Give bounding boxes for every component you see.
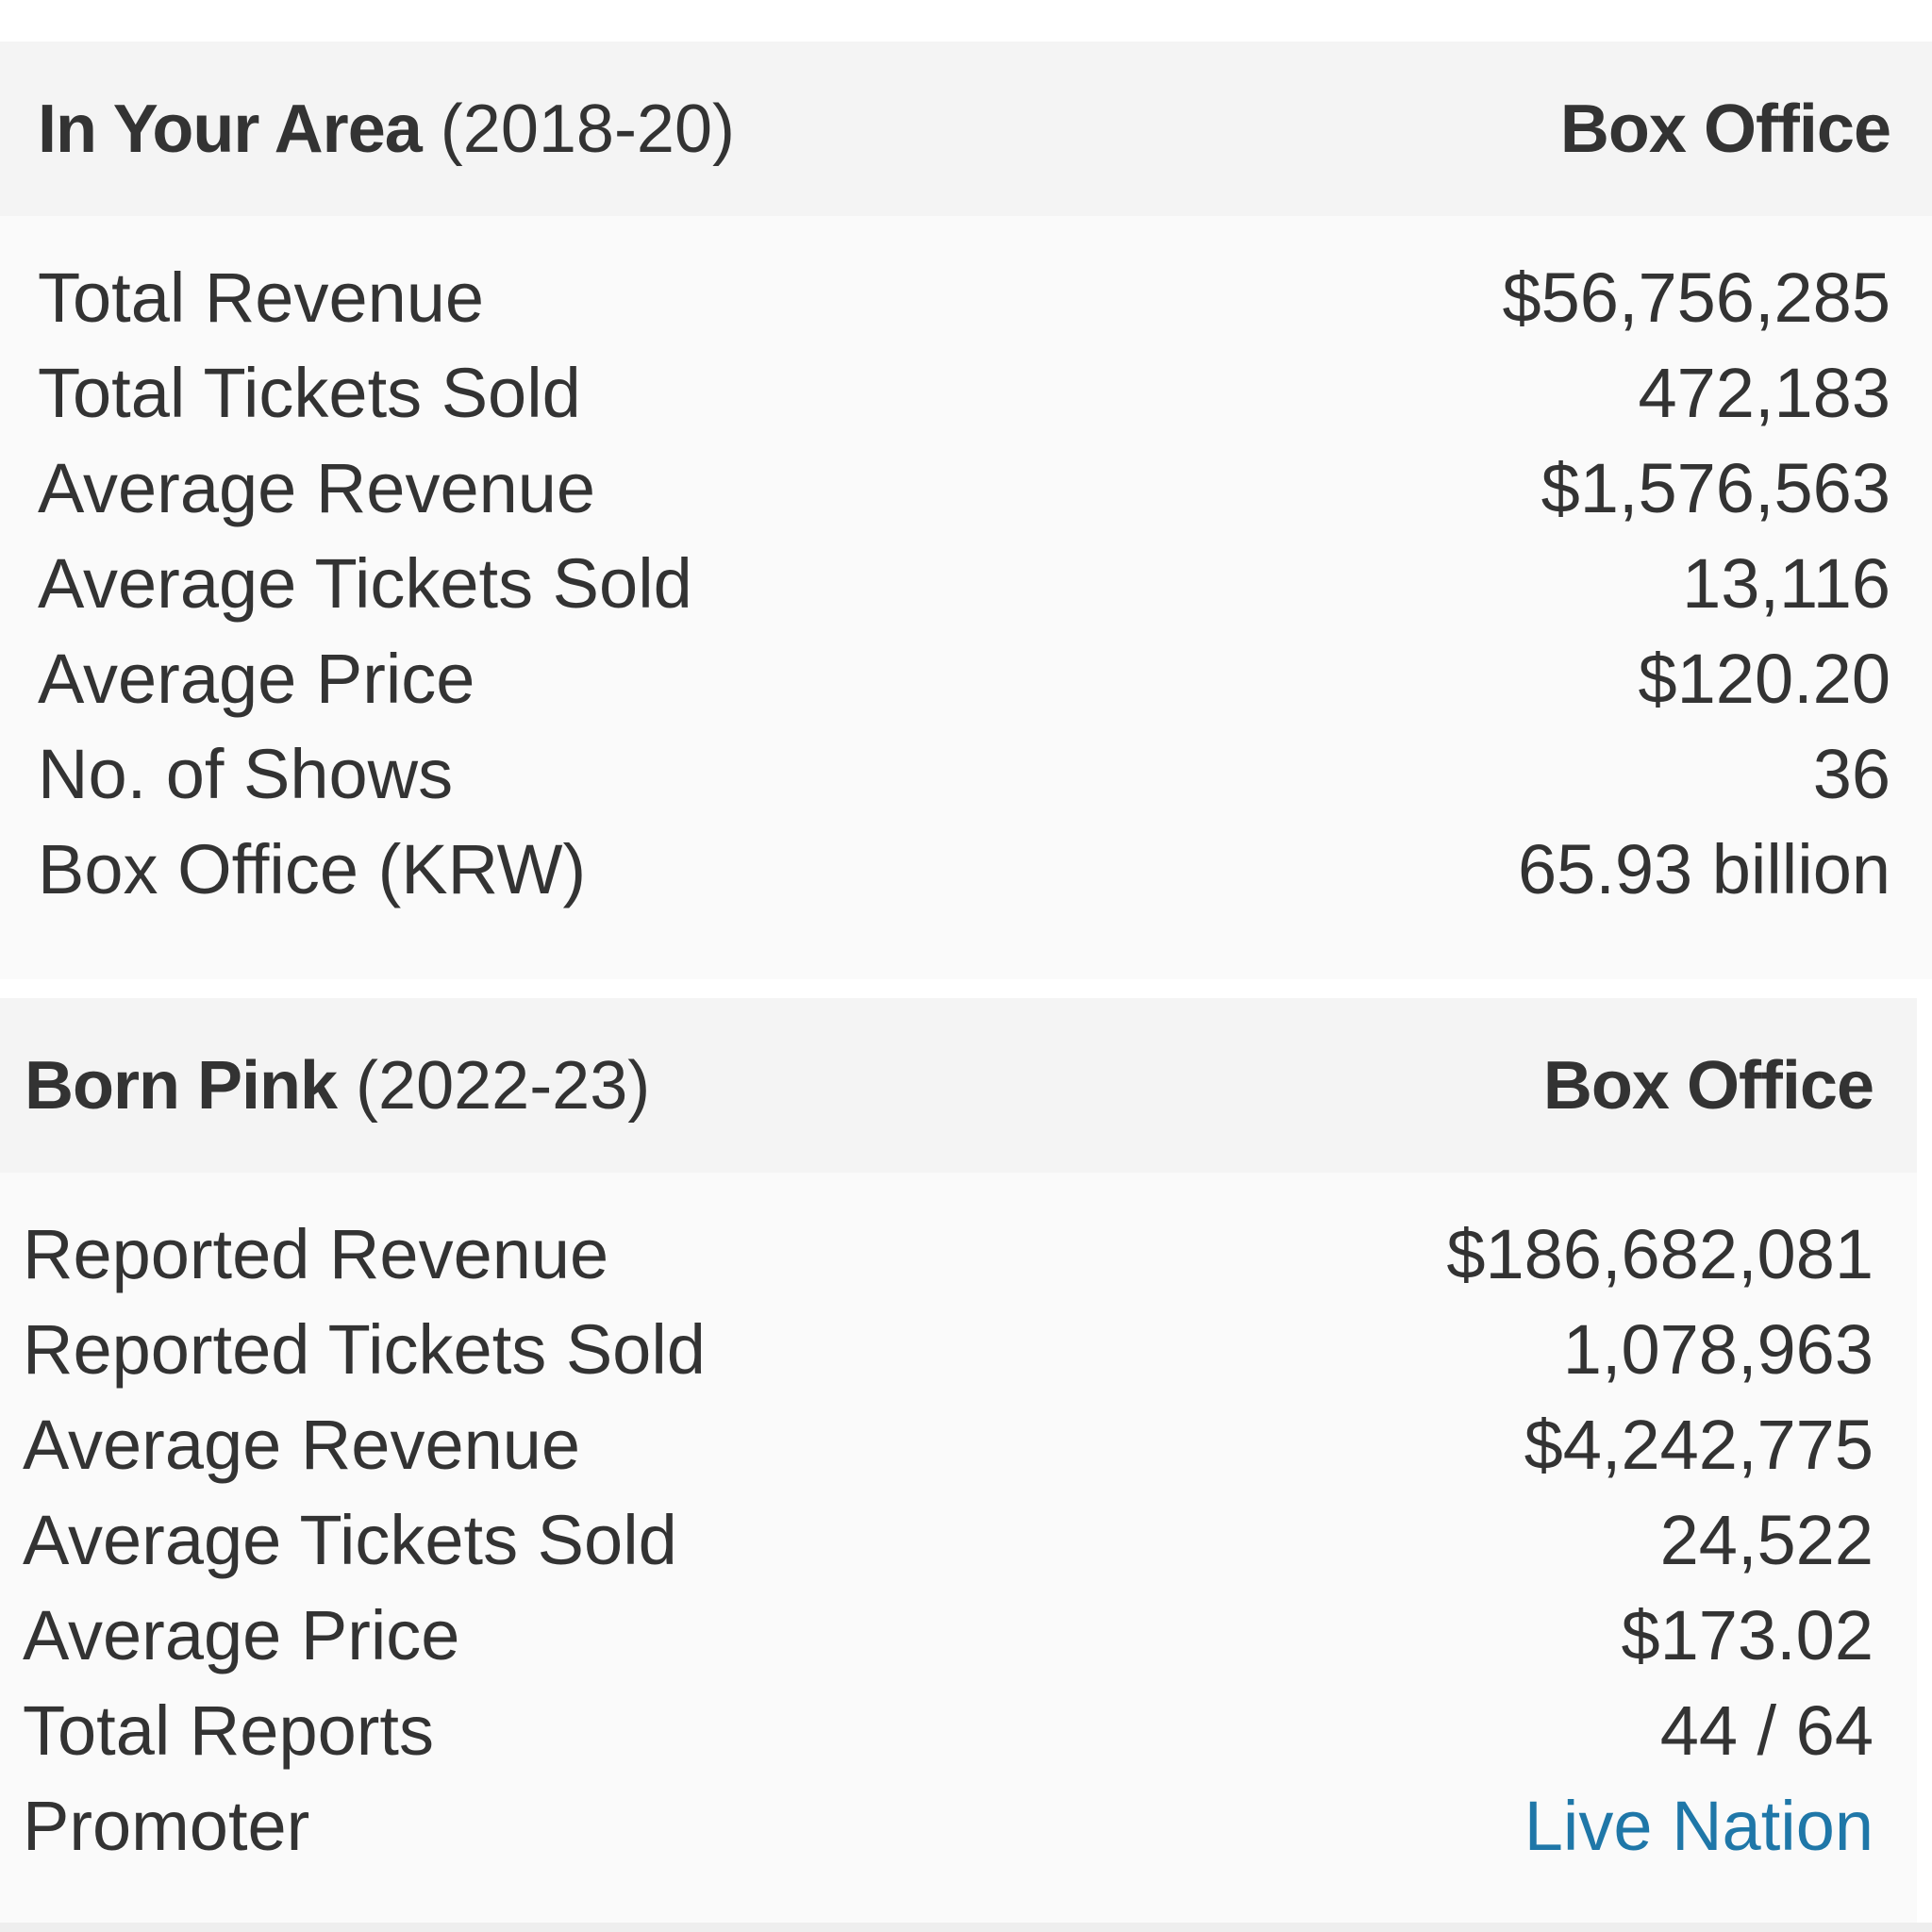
stat-value: $4,242,775 bbox=[1524, 1406, 1874, 1484]
stat-row-average-price: Average Price $120.20 bbox=[0, 631, 1932, 726]
stat-value: $1,576,563 bbox=[1541, 449, 1890, 527]
column-header-box-office: Box Office bbox=[1542, 1047, 1874, 1124]
stat-value: $186,682,081 bbox=[1446, 1215, 1874, 1293]
stat-label: Reported Tickets Sold bbox=[23, 1310, 706, 1389]
promoter-link[interactable]: Live Nation bbox=[1524, 1787, 1874, 1865]
stat-row-number-of-shows: No. of Shows 36 bbox=[0, 726, 1932, 822]
stat-label: Average Revenue bbox=[38, 449, 596, 527]
stats-list: Reported Revenue $186,682,081 Reported T… bbox=[0, 1207, 1917, 1874]
stat-row-total-tickets-sold: Total Tickets Sold 472,183 bbox=[0, 345, 1932, 441]
stat-row-promoter: Promoter Live Nation bbox=[0, 1778, 1917, 1874]
panel-header: In Your Area (2018-20) Box Office bbox=[0, 42, 1932, 216]
stat-label: Total Tickets Sold bbox=[38, 354, 581, 432]
tour-title: Born Pink (2022-23) bbox=[25, 1047, 650, 1124]
panel-header: Born Pink (2022-23) Box Office bbox=[0, 998, 1917, 1173]
stat-label: No. of Shows bbox=[38, 735, 454, 813]
stat-label: Promoter bbox=[23, 1787, 310, 1865]
stat-row-average-tickets-sold: Average Tickets Sold 24,522 bbox=[0, 1492, 1917, 1588]
stat-value: 44 / 64 bbox=[1659, 1691, 1874, 1770]
tour-years: (2022-23) bbox=[356, 1047, 651, 1124]
stats-list: Total Revenue $56,756,285 Total Tickets … bbox=[0, 250, 1932, 917]
tour-box-office-panel-in-your-area: In Your Area (2018-20) Box Office Total … bbox=[0, 42, 1932, 979]
stat-value: 24,522 bbox=[1659, 1501, 1874, 1579]
stat-label: Average Tickets Sold bbox=[38, 544, 692, 623]
column-header-box-office: Box Office bbox=[1559, 91, 1891, 167]
stat-row-average-revenue: Average Revenue $4,242,775 bbox=[0, 1397, 1917, 1492]
stat-row-reported-revenue: Reported Revenue $186,682,081 bbox=[0, 1207, 1917, 1302]
bottom-divider bbox=[0, 1923, 1932, 1932]
stat-row-average-revenue: Average Revenue $1,576,563 bbox=[0, 441, 1932, 536]
stat-label: Average Price bbox=[23, 1596, 460, 1674]
tour-name: In Your Area bbox=[38, 91, 423, 167]
stat-value: 13,116 bbox=[1682, 544, 1890, 623]
stat-value: 472,183 bbox=[1638, 354, 1891, 432]
tour-years: (2018-20) bbox=[440, 91, 735, 167]
stat-value: $173.02 bbox=[1621, 1596, 1874, 1674]
tour-name: Born Pink bbox=[25, 1047, 338, 1124]
stat-label: Box Office (KRW) bbox=[38, 830, 587, 908]
stat-row-total-reports: Total Reports 44 / 64 bbox=[0, 1683, 1917, 1778]
tour-title: In Your Area (2018-20) bbox=[38, 91, 735, 168]
stat-row-total-revenue: Total Revenue $56,756,285 bbox=[0, 250, 1932, 345]
stat-value: 36 bbox=[1812, 735, 1890, 813]
stat-label: Reported Revenue bbox=[23, 1215, 609, 1293]
stat-value: $120.20 bbox=[1638, 640, 1891, 718]
stat-label: Average Revenue bbox=[23, 1406, 581, 1484]
stat-label: Average Tickets Sold bbox=[23, 1501, 677, 1579]
stat-label: Average Price bbox=[38, 640, 475, 718]
stat-row-reported-tickets-sold: Reported Tickets Sold 1,078,963 bbox=[0, 1302, 1917, 1397]
stat-value: 1,078,963 bbox=[1562, 1310, 1874, 1389]
stat-label: Total Revenue bbox=[38, 258, 485, 337]
stat-label: Total Reports bbox=[23, 1691, 434, 1770]
stat-row-average-price: Average Price $173.02 bbox=[0, 1588, 1917, 1683]
tour-box-office-panel-born-pink: Born Pink (2022-23) Box Office Reported … bbox=[0, 998, 1917, 1926]
stat-row-box-office-krw: Box Office (KRW) 65.93 billion bbox=[0, 822, 1932, 917]
stat-value: $56,756,285 bbox=[1502, 258, 1890, 337]
stat-value: 65.93 billion bbox=[1518, 830, 1890, 908]
stat-row-average-tickets-sold: Average Tickets Sold 13,116 bbox=[0, 536, 1932, 631]
